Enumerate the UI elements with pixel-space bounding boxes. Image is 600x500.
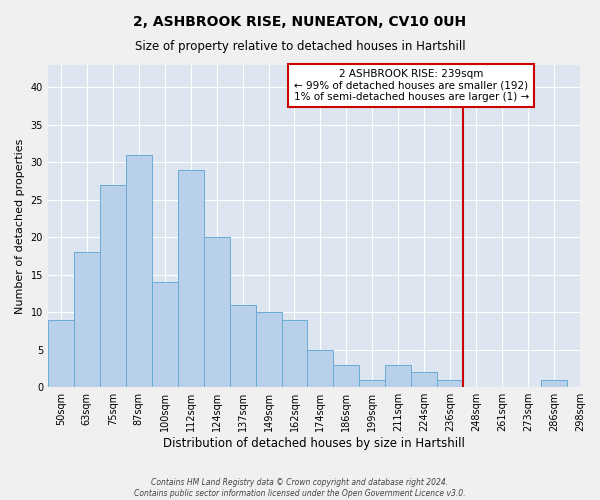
Bar <box>74 252 100 387</box>
Bar <box>541 380 567 387</box>
Bar <box>230 305 256 387</box>
Bar <box>100 185 126 387</box>
Bar <box>203 238 230 387</box>
Bar <box>281 320 307 387</box>
Bar <box>256 312 281 387</box>
Text: Size of property relative to detached houses in Hartshill: Size of property relative to detached ho… <box>134 40 466 53</box>
X-axis label: Distribution of detached houses by size in Hartshill: Distribution of detached houses by size … <box>163 437 465 450</box>
Bar <box>307 350 334 387</box>
Text: 2 ASHBROOK RISE: 239sqm
← 99% of detached houses are smaller (192)
1% of semi-de: 2 ASHBROOK RISE: 239sqm ← 99% of detache… <box>293 68 529 102</box>
Bar <box>359 380 385 387</box>
Bar <box>48 320 74 387</box>
Text: 2, ASHBROOK RISE, NUNEATON, CV10 0UH: 2, ASHBROOK RISE, NUNEATON, CV10 0UH <box>133 15 467 29</box>
Bar <box>437 380 463 387</box>
Text: Contains HM Land Registry data © Crown copyright and database right 2024.
Contai: Contains HM Land Registry data © Crown c… <box>134 478 466 498</box>
Bar <box>152 282 178 387</box>
Bar <box>126 155 152 387</box>
Bar <box>178 170 203 387</box>
Bar <box>385 364 411 387</box>
Y-axis label: Number of detached properties: Number of detached properties <box>15 138 25 314</box>
Bar <box>334 364 359 387</box>
Bar <box>411 372 437 387</box>
